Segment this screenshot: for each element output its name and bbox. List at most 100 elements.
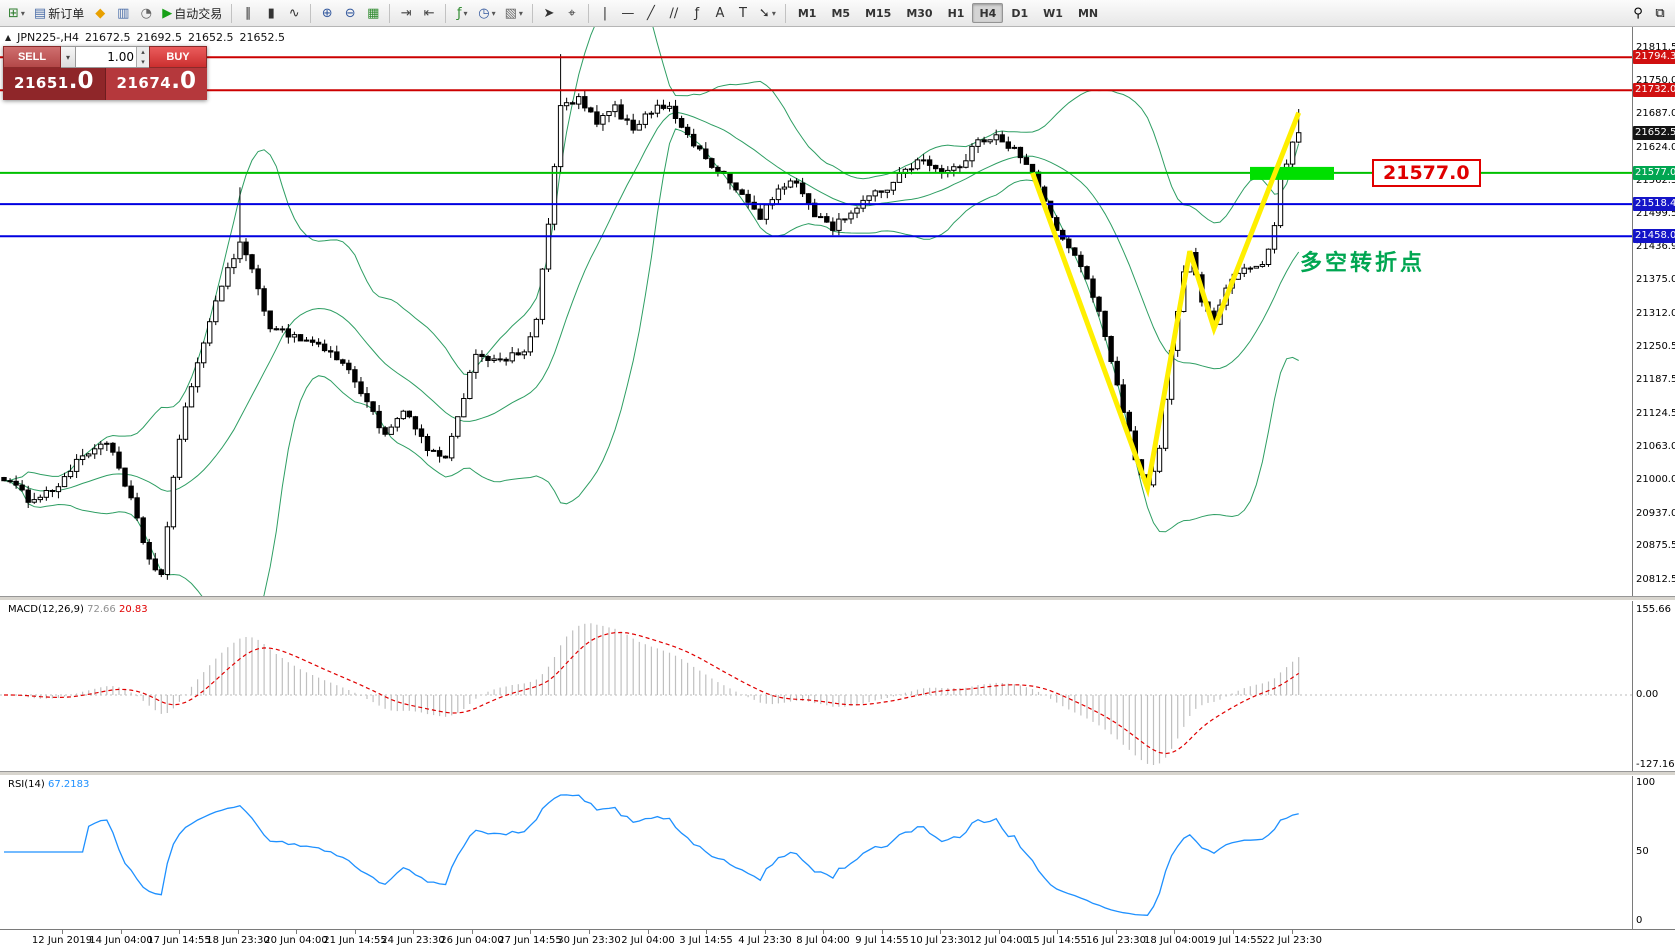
dropdown-caret-icon: ▾ bbox=[518, 8, 523, 18]
candlestick-chart-icon[interactable]: ▮ bbox=[260, 2, 282, 24]
rsi-scale-tick: 0 bbox=[1636, 915, 1643, 926]
toolbar-separator bbox=[587, 3, 589, 23]
new-order-button[interactable]: ▤ 新订单 bbox=[30, 2, 88, 24]
pivot-highlight-bar[interactable] bbox=[1250, 166, 1334, 180]
auto-scroll-icon: ⇥ bbox=[400, 5, 412, 21]
fibonacci-icon: ƒ bbox=[694, 5, 700, 21]
auto-scroll-icon[interactable]: ⇥ bbox=[395, 2, 417, 24]
macd-scale-tick: 155.66 bbox=[1636, 604, 1671, 615]
vertical-line-icon[interactable]: | bbox=[594, 2, 616, 24]
time-axis-label: 17 Jun 14:55 bbox=[147, 935, 211, 946]
timeframe-w1-button[interactable]: W1 bbox=[1043, 6, 1063, 20]
price-scale-tick: 21000.0 bbox=[1636, 474, 1675, 486]
timeframe-m5-button[interactable]: M5 bbox=[831, 6, 851, 20]
zoom-out-icon[interactable]: ⊖ bbox=[339, 2, 361, 24]
cursor-icon[interactable]: ➤ bbox=[538, 2, 560, 24]
timeframe-mn-button[interactable]: MN bbox=[1077, 6, 1099, 20]
timeframe-h1-button[interactable]: H1 bbox=[947, 6, 965, 20]
price-scale-tick: 21375.0 bbox=[1636, 274, 1675, 286]
new-window-icon[interactable]: ⧉ bbox=[1649, 2, 1671, 24]
time-axis-label: 18 Jun 23:30 bbox=[206, 935, 270, 946]
fibonacci-icon[interactable]: ƒ bbox=[686, 2, 708, 24]
rsi-line bbox=[4, 794, 1299, 916]
timeframe-d1-button[interactable]: D1 bbox=[1011, 6, 1029, 20]
macd-pane-splitter[interactable] bbox=[0, 596, 1675, 601]
sell-price-display[interactable]: 21651 .0 bbox=[3, 68, 105, 100]
buy-price-display[interactable]: 21674 .0 bbox=[104, 68, 207, 100]
tile-windows-icon[interactable]: ▦ bbox=[362, 2, 384, 24]
volume-down-button[interactable]: ▾ bbox=[137, 57, 149, 67]
search-icon[interactable]: ⚲ bbox=[1627, 2, 1649, 24]
chart-shift-icon[interactable]: ⇤ bbox=[418, 2, 440, 24]
line-chart-icon[interactable]: ∿ bbox=[283, 2, 305, 24]
channel-icon[interactable]: ∕∕ bbox=[663, 2, 685, 24]
time-axis-label: 27 Jun 14:55 bbox=[498, 935, 562, 946]
autotrading-button[interactable]: ▶ 自动交易 bbox=[158, 2, 226, 24]
time-axis-tick bbox=[823, 930, 824, 934]
label-icon[interactable]: T bbox=[732, 2, 754, 24]
new-chart-icon[interactable]: ⊞ ▾ bbox=[4, 2, 29, 24]
price-scale-tick: 21187.5 bbox=[1636, 374, 1675, 386]
data-window-icon[interactable]: ◔ bbox=[135, 2, 157, 24]
time-axis[interactable]: 12 Jun 2019 14 Jun 04:00 17 Jun 14:55 18 Ju… bbox=[0, 929, 1675, 949]
turning-point-annotation[interactable]: 多空转折点 bbox=[1300, 251, 1426, 277]
timeframe-m30-button[interactable]: M30 bbox=[906, 6, 933, 20]
time-axis-label: 21 Jun 14:55 bbox=[323, 935, 387, 946]
trendline-icon[interactable]: ╱ bbox=[640, 2, 662, 24]
timeframe-m1-button[interactable]: M1 bbox=[797, 6, 817, 20]
dropdown-caret-icon: ▾ bbox=[463, 8, 468, 18]
price-badge-21518.4: 21518.4 bbox=[1633, 197, 1675, 212]
templates-icon[interactable]: ▧ ▾ bbox=[501, 2, 527, 24]
search-icon: ⚲ bbox=[1633, 5, 1643, 21]
zigzag-annotation[interactable] bbox=[1030, 111, 1302, 498]
horizontal-line-icon[interactable]: — bbox=[617, 2, 639, 24]
timeframe-h4-button[interactable]: H4 bbox=[972, 3, 1004, 23]
volume-up-button[interactable]: ▴ bbox=[137, 47, 149, 57]
sell-button[interactable]: SELL bbox=[3, 46, 61, 68]
time-axis-label: 18 Jul 04:00 bbox=[1144, 935, 1204, 946]
time-axis-tick bbox=[62, 930, 63, 934]
crosshair-icon[interactable]: ⌖ bbox=[561, 2, 583, 24]
volume-input[interactable] bbox=[76, 47, 136, 67]
periods-icon[interactable]: ◷ ▾ bbox=[474, 2, 499, 24]
ohlc-low: 21652.5 bbox=[188, 31, 234, 44]
time-axis-label: 14 Jun 04:00 bbox=[89, 935, 153, 946]
text-icon[interactable]: A bbox=[709, 2, 731, 24]
rsi-pane-splitter[interactable] bbox=[0, 771, 1675, 776]
macd-histogram bbox=[15, 623, 1300, 765]
bar-chart-icon[interactable]: ∥ bbox=[237, 2, 259, 24]
zoom-out-icon: ⊖ bbox=[344, 5, 356, 21]
arrows-icon[interactable]: ➘ ▾ bbox=[755, 2, 780, 24]
price-badge-21458.0: 21458.0 bbox=[1633, 229, 1675, 244]
macd-signal-line bbox=[4, 631, 1300, 755]
rsi-indicator-canvas[interactable] bbox=[0, 776, 1632, 928]
time-axis-tick bbox=[706, 930, 707, 934]
time-axis-tick bbox=[413, 930, 414, 934]
macd-indicator-canvas[interactable] bbox=[0, 601, 1632, 772]
price-badge-21732.0: 21732.0 bbox=[1633, 83, 1675, 98]
price-scale-tick: 20937.0 bbox=[1636, 507, 1675, 519]
tile-windows-icon: ▦ bbox=[367, 5, 380, 21]
timeframe-m15-button[interactable]: M15 bbox=[865, 6, 892, 20]
buy-button[interactable]: BUY bbox=[149, 46, 207, 68]
toolbar-separator bbox=[445, 3, 447, 23]
toolbar-separator bbox=[231, 3, 233, 23]
price-chart-canvas[interactable] bbox=[0, 27, 1632, 601]
chart-symbol-header: ▲ JPN225-,H4 21672.5 21692.5 21652.5 216… bbox=[5, 31, 285, 44]
price-badge-21794.3: 21794.3 bbox=[1633, 50, 1675, 65]
price-scale-tick: 21687.0 bbox=[1636, 108, 1675, 120]
time-axis-tick bbox=[472, 930, 473, 934]
price-callout-label[interactable]: 21577.0 bbox=[1372, 158, 1481, 187]
new-chart-icon: ⊞ bbox=[8, 5, 19, 21]
indicators-icon[interactable]: ƒ ▾ bbox=[451, 2, 473, 24]
price-scale-tick: 21811.5 bbox=[1636, 42, 1675, 53]
market-watch-icon[interactable]: ▥ bbox=[112, 2, 134, 24]
one-click-collapse-icon[interactable]: ▲ bbox=[5, 33, 12, 42]
time-axis-tick bbox=[589, 930, 590, 934]
zoom-in-icon[interactable]: ⊕ bbox=[316, 2, 338, 24]
time-axis-label: 2 Jul 04:00 bbox=[621, 935, 675, 946]
price-scale[interactable]: 21811.5 21750.0 21687.0 21624.0 21562.5 21499… bbox=[1632, 27, 1675, 929]
volume-dropdown-icon[interactable]: ▾ bbox=[61, 46, 76, 68]
time-axis-tick bbox=[530, 930, 531, 934]
metaeditor-icon[interactable]: ◆ bbox=[89, 2, 111, 24]
